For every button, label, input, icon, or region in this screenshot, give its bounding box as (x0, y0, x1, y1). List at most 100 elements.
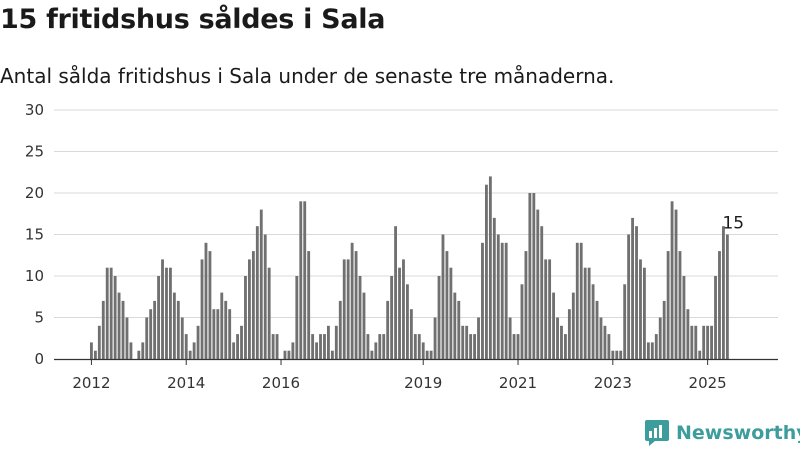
bar (165, 267, 168, 359)
bar (161, 259, 164, 359)
bar (240, 325, 243, 359)
bar (662, 300, 666, 359)
bar (615, 350, 619, 359)
bar (473, 334, 476, 359)
bar (583, 267, 587, 359)
bar (690, 325, 694, 359)
bar (425, 350, 429, 359)
bar (674, 209, 678, 359)
bar (362, 292, 366, 359)
x-axis: 2012 2014 2016 2019 2021 2023 2025 (54, 358, 778, 392)
bar (267, 267, 271, 359)
bar (149, 309, 153, 359)
bar (259, 209, 263, 359)
bars (90, 176, 729, 359)
bar (299, 201, 303, 359)
bar (330, 350, 334, 359)
bar (564, 334, 567, 359)
bar (382, 334, 386, 359)
bar (639, 259, 642, 359)
bar (101, 300, 105, 359)
newsworthy-logo-text: Newsworthy (676, 422, 800, 444)
bar (409, 309, 413, 359)
bar (556, 317, 559, 359)
bar (248, 259, 251, 359)
bar (579, 242, 583, 359)
bar (654, 334, 658, 359)
bar (627, 234, 631, 359)
bar (176, 300, 180, 359)
bar (635, 226, 638, 359)
bar (192, 342, 196, 359)
bar (109, 267, 113, 359)
bar (528, 193, 532, 359)
bar (643, 267, 646, 359)
bar (441, 234, 445, 359)
bar (429, 350, 433, 359)
bar (571, 292, 575, 359)
x-tick-label-2014: 2014 (167, 374, 205, 392)
bar (220, 292, 224, 359)
bar (251, 251, 255, 359)
bar (255, 226, 259, 359)
bar (718, 251, 721, 359)
bar (603, 325, 607, 359)
bar (153, 300, 157, 359)
bar (457, 300, 461, 359)
bar (722, 226, 725, 359)
bar (469, 334, 473, 359)
bar (283, 350, 287, 359)
bar (188, 350, 192, 359)
newsworthy-logo: Newsworthy (644, 419, 800, 447)
y-tick-label-5: 5 (34, 309, 44, 327)
chart-subtitle: Antal sålda fritidshus i Sala under de s… (0, 64, 615, 88)
bar (145, 317, 149, 359)
bar (244, 276, 247, 359)
bar (591, 284, 595, 359)
bar (485, 184, 488, 359)
bar (366, 334, 370, 359)
bar (125, 317, 129, 359)
bar (334, 325, 338, 359)
bar (157, 276, 160, 359)
bar (287, 350, 291, 359)
bar (327, 325, 330, 359)
bar (670, 201, 674, 359)
x-tick-label-2023: 2023 (594, 374, 632, 392)
bar (196, 325, 200, 359)
bar (212, 309, 216, 359)
bar (575, 242, 579, 359)
bar (303, 201, 307, 359)
bar (607, 334, 611, 359)
bar (315, 342, 318, 359)
bar (319, 334, 322, 359)
bar (172, 292, 176, 359)
y-tick-label-30: 30 (25, 101, 44, 119)
bar (552, 292, 555, 359)
bar (117, 292, 121, 359)
bar (611, 350, 615, 359)
bar (121, 300, 125, 359)
bar (453, 292, 457, 359)
bar (488, 176, 492, 359)
bar (477, 317, 480, 359)
bar (449, 267, 453, 359)
x-tick-label-2012: 2012 (72, 374, 110, 392)
bar (599, 317, 603, 359)
bar (141, 342, 145, 359)
x-tick-label-2016: 2016 (262, 374, 300, 392)
bar (714, 276, 717, 359)
bar (354, 251, 358, 359)
bar (90, 342, 93, 359)
bar (346, 259, 350, 359)
bar (311, 334, 315, 359)
bar (619, 350, 623, 359)
bar (694, 325, 698, 359)
y-tick-label-15: 15 (25, 226, 44, 244)
bar (560, 325, 563, 359)
y-tick-label-0: 0 (34, 350, 44, 368)
bar (204, 242, 208, 359)
bar (437, 276, 441, 359)
bar (236, 334, 239, 359)
